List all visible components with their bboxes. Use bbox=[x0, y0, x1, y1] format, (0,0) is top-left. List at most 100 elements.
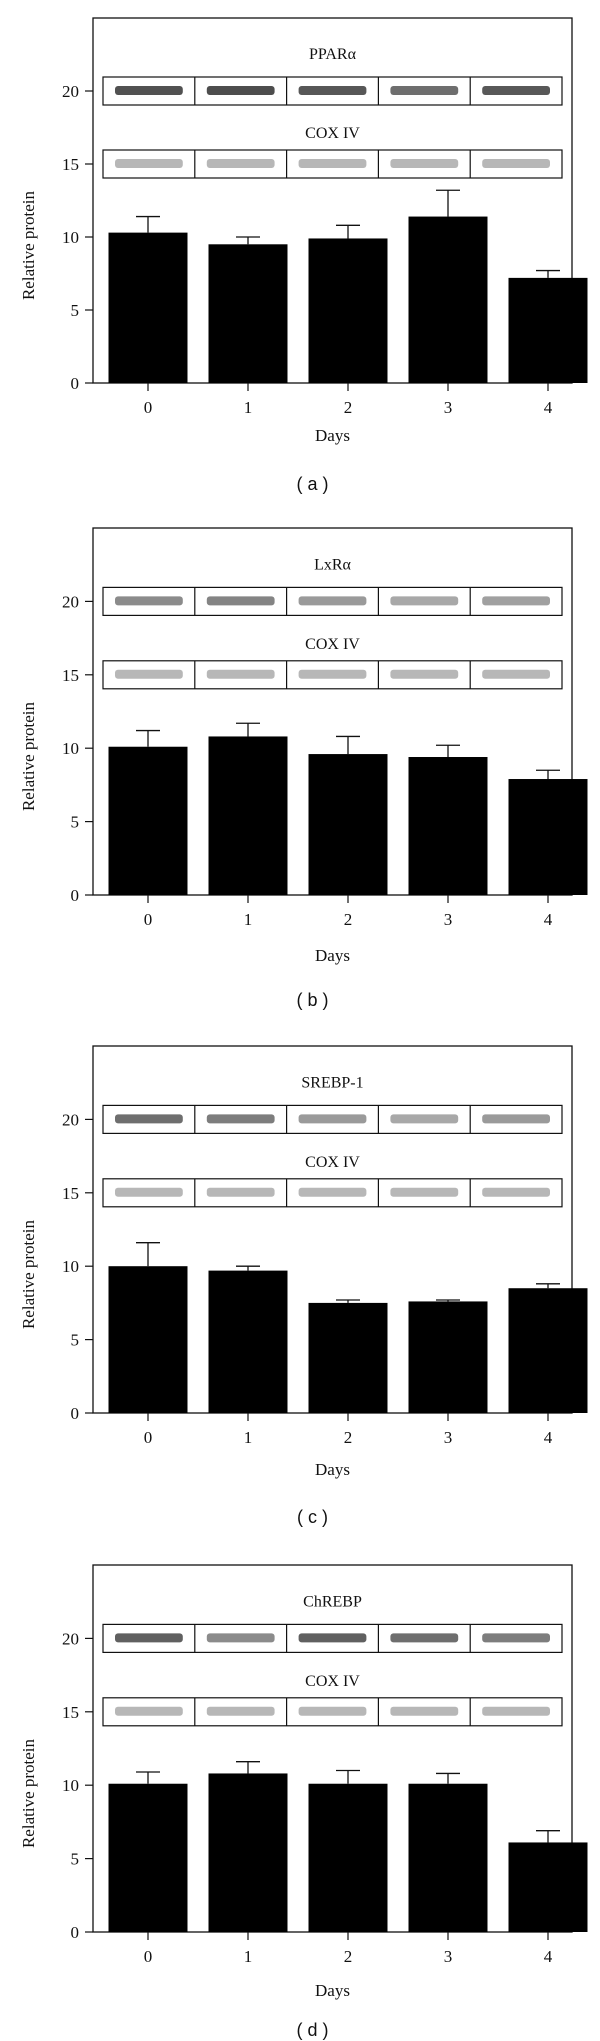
blot-band bbox=[390, 1633, 459, 1643]
y-axis-label: Relative protein bbox=[19, 1738, 38, 1848]
y-tick-label: 20 bbox=[62, 82, 79, 101]
y-tick-label: 15 bbox=[62, 1703, 79, 1722]
bar-day-4 bbox=[508, 1288, 588, 1413]
y-tick-label: 20 bbox=[62, 592, 79, 611]
blot-strip-loading bbox=[102, 1697, 563, 1727]
blot-band bbox=[206, 86, 275, 95]
y-tick-label: 15 bbox=[62, 666, 79, 685]
x-tick-label: 2 bbox=[344, 1428, 353, 1447]
blot-band bbox=[298, 1633, 367, 1643]
blot-band bbox=[482, 669, 550, 679]
chart-panel-b: 0 5 10 15 20 Relative protein LxRα COX IV 0 1 2 3 4 D… bbox=[19, 527, 588, 1010]
panel-label: ( a ) bbox=[296, 474, 328, 494]
x-tick-label: 2 bbox=[344, 1947, 353, 1966]
blot-strip-loading bbox=[102, 660, 563, 690]
bar-day-1 bbox=[208, 244, 288, 383]
blot-band bbox=[482, 1706, 550, 1716]
blot-band bbox=[482, 86, 550, 95]
blot-loading-label: COX IV bbox=[305, 125, 360, 142]
panel-label: ( d ) bbox=[296, 2020, 328, 2040]
bar-day-2 bbox=[308, 1302, 388, 1413]
blot-loading-label: COX IV bbox=[305, 1154, 360, 1171]
blot-band bbox=[390, 596, 459, 606]
x-tick-label: 3 bbox=[444, 1428, 453, 1447]
x-tick-label: 4 bbox=[544, 1947, 553, 1966]
panel-label: ( b ) bbox=[296, 990, 328, 1010]
blot-band bbox=[206, 669, 275, 679]
blot-band bbox=[298, 1187, 367, 1197]
x-tick-label: 2 bbox=[344, 910, 353, 929]
bar-day-0 bbox=[108, 746, 188, 895]
chart-panel-c: 0 5 10 15 20 Relative protein SREBP-1 COX IV 0 1 2… bbox=[19, 1045, 588, 1527]
bar-day-4 bbox=[508, 1842, 588, 1932]
bar-day-1 bbox=[208, 1270, 288, 1413]
x-tick-label: 3 bbox=[444, 398, 453, 417]
y-tick-label: 10 bbox=[62, 1257, 79, 1276]
x-axis-label: Days bbox=[315, 946, 350, 965]
blot-band bbox=[482, 1633, 550, 1643]
panel-label: ( c ) bbox=[297, 1507, 328, 1527]
blot-loading-label: COX IV bbox=[305, 636, 360, 653]
x-axis-label: Days bbox=[315, 1981, 350, 2000]
chart-panel-d: 0 5 10 15 20 Relative protein ChREBP COX IV 0 1 2 3… bbox=[19, 1564, 588, 2040]
x-axis-label: Days bbox=[315, 1460, 350, 1479]
x-tick-label: 0 bbox=[144, 910, 153, 929]
blot-strip-target bbox=[102, 586, 563, 617]
blot-target-label: PPARα bbox=[309, 46, 357, 63]
bar-day-1 bbox=[208, 736, 288, 895]
blot-band bbox=[206, 1114, 275, 1124]
blot-strip-target bbox=[102, 1623, 563, 1654]
y-tick-label: 20 bbox=[62, 1110, 79, 1129]
x-tick-label: 1 bbox=[244, 1428, 253, 1447]
x-tick-label: 1 bbox=[244, 1947, 253, 1966]
bar-day-2 bbox=[308, 754, 388, 895]
blot-band bbox=[298, 1114, 367, 1124]
bar-day-0 bbox=[108, 1266, 188, 1413]
x-tick-label: 0 bbox=[144, 398, 153, 417]
bar-day-3 bbox=[408, 1301, 488, 1413]
bar-day-1 bbox=[208, 1773, 288, 1932]
blot-band bbox=[206, 159, 275, 168]
blot-band bbox=[298, 1706, 367, 1716]
blot-band bbox=[115, 596, 183, 606]
x-axis-label: Days bbox=[315, 426, 350, 445]
y-tick-label: 5 bbox=[71, 1331, 80, 1350]
y-tick-label: 0 bbox=[71, 1404, 80, 1423]
y-axis-label: Relative protein bbox=[19, 701, 38, 811]
y-axis-label: Relative protein bbox=[19, 1219, 38, 1329]
bar-day-4 bbox=[508, 277, 588, 383]
x-tick-label: 4 bbox=[544, 398, 553, 417]
x-tick-label: 2 bbox=[344, 398, 353, 417]
x-tick-label: 3 bbox=[444, 910, 453, 929]
bar-day-3 bbox=[408, 757, 488, 895]
y-tick-label: 5 bbox=[71, 1850, 80, 1869]
y-tick-label: 5 bbox=[71, 301, 80, 320]
blot-band bbox=[115, 1114, 183, 1124]
x-tick-label: 0 bbox=[144, 1947, 153, 1966]
blot-target-label: LxRα bbox=[314, 556, 351, 573]
blot-band bbox=[298, 669, 367, 679]
bar-day-0 bbox=[108, 232, 188, 383]
blot-band bbox=[115, 1633, 183, 1643]
blot-band bbox=[206, 1706, 275, 1716]
bar-day-4 bbox=[508, 779, 588, 895]
blot-band bbox=[390, 1706, 459, 1716]
bar-day-3 bbox=[408, 216, 488, 383]
bar-day-2 bbox=[308, 238, 388, 383]
blot-band bbox=[482, 596, 550, 606]
blot-band bbox=[482, 159, 550, 168]
blot-band bbox=[482, 1187, 550, 1197]
y-tick-label: 10 bbox=[62, 228, 79, 247]
y-axis-label: Relative protein bbox=[19, 190, 38, 300]
blot-target-label: ChREBP bbox=[303, 1593, 362, 1610]
blot-band bbox=[298, 596, 367, 606]
blot-band bbox=[206, 1633, 275, 1643]
y-tick-label: 20 bbox=[62, 1629, 79, 1648]
blot-band bbox=[390, 86, 459, 95]
blot-loading-label: COX IV bbox=[305, 1673, 360, 1690]
x-tick-label: 1 bbox=[244, 910, 253, 929]
y-tick-label: 5 bbox=[71, 813, 80, 832]
blot-band bbox=[206, 1187, 275, 1197]
blot-band bbox=[206, 596, 275, 606]
